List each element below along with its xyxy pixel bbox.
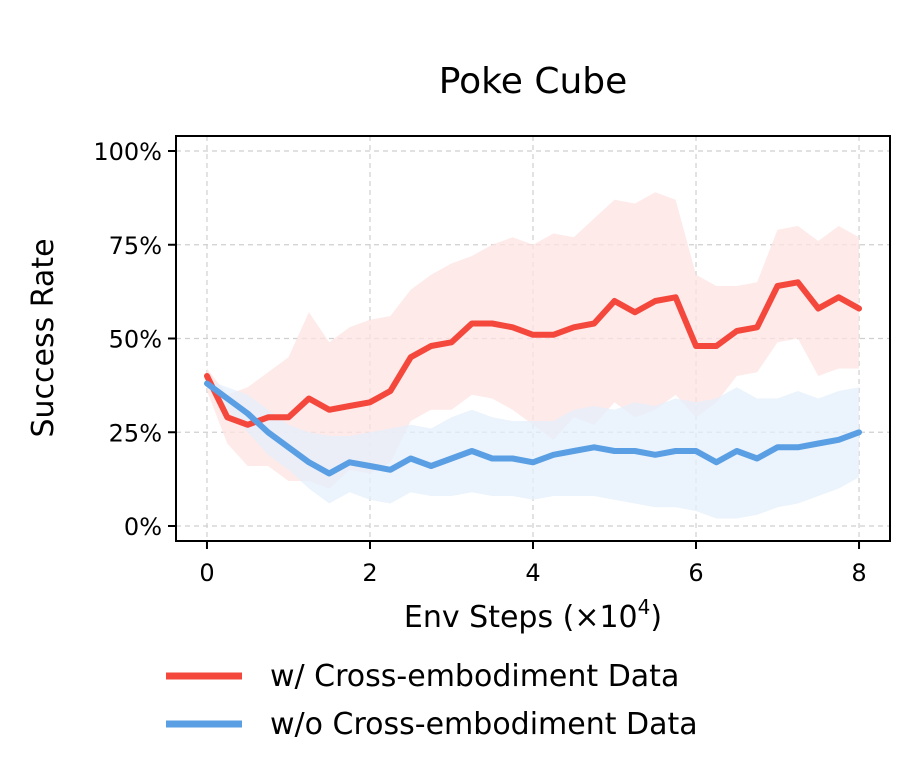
x-tick-label: 6 (688, 559, 703, 587)
x-tick-label: 2 (362, 559, 377, 587)
confidence-bands (207, 192, 859, 519)
x-tick-label: 0 (199, 559, 214, 587)
y-tick-label: 0% (124, 513, 162, 541)
y-tick-label: 100% (93, 138, 162, 166)
legend-label-with: w/ Cross-embodiment Data (270, 659, 679, 694)
y-tick-label: 25% (109, 419, 162, 447)
legend-label-without: w/o Cross-embodiment Data (270, 707, 698, 742)
x-axis-label-exponent: 4 (638, 595, 651, 619)
series-line-with (204, 279, 862, 428)
x-tick-label: 4 (525, 559, 540, 587)
y-tick-label: 75% (109, 232, 162, 260)
series-lines (204, 279, 862, 477)
x-axis-label-main: Env Steps (×10 (404, 600, 638, 635)
y-tick-label: 50% (109, 326, 162, 354)
y-axis-label: Success Rate (26, 238, 61, 437)
x-axis-label-close: ) (650, 600, 662, 635)
x-axis-label: Env Steps (×104) (404, 595, 662, 635)
legend: w/ Cross-embodiment Data w/o Cross-embod… (166, 659, 698, 742)
series-line-without (204, 380, 862, 477)
y-axis-ticks: 0% 25% 50% 75% 100% (93, 138, 176, 541)
confidence-band-without (207, 379, 859, 519)
x-tick-label: 8 (851, 559, 866, 587)
chart-title: Poke Cube (439, 61, 628, 102)
x-axis-ticks: 0 2 4 6 8 (199, 541, 867, 587)
